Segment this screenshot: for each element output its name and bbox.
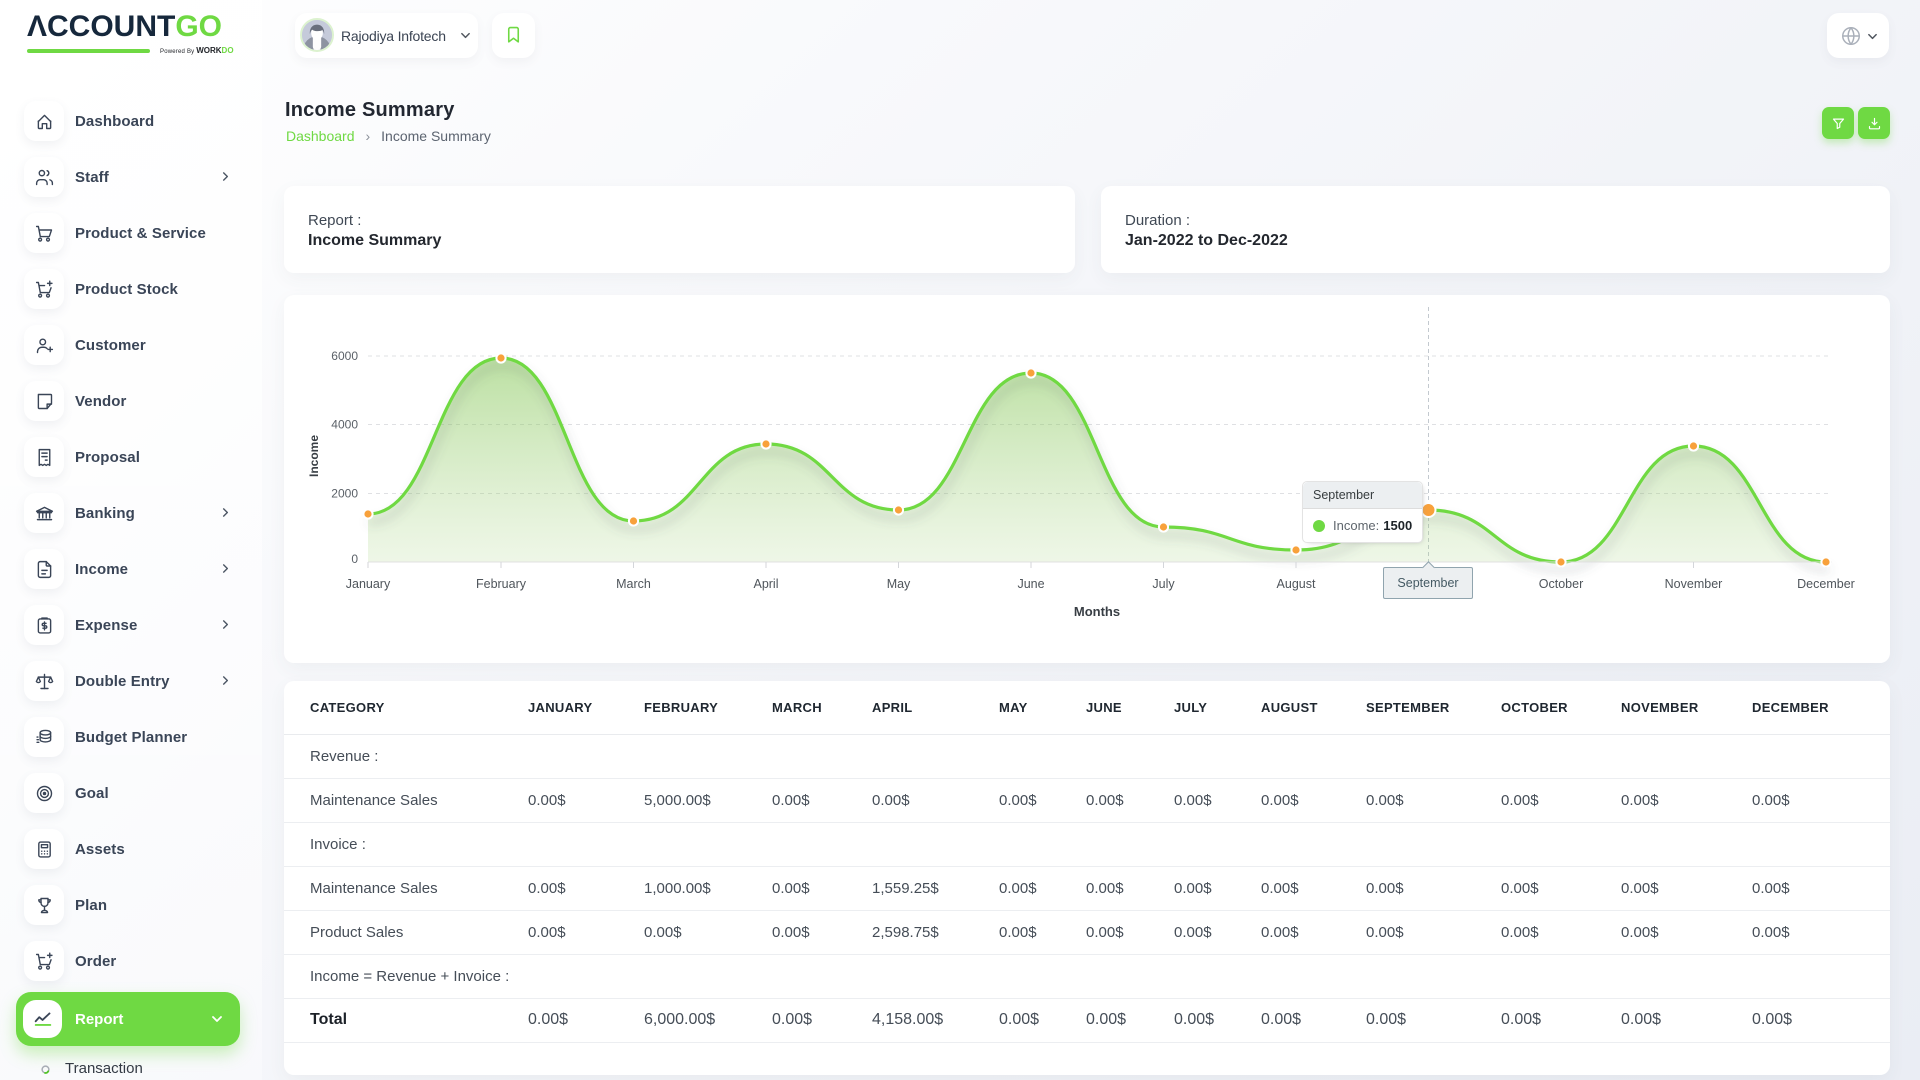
svg-text:4000: 4000 [331, 418, 358, 432]
svg-text:December: December [1797, 577, 1855, 591]
svg-text:May: May [887, 577, 911, 591]
svg-text:July: July [1152, 577, 1175, 591]
svg-text:June: June [1017, 577, 1044, 591]
svg-text:6000: 6000 [331, 349, 358, 363]
svg-text:April: April [753, 577, 778, 591]
svg-text:February: February [476, 577, 527, 591]
svg-text:November: November [1665, 577, 1723, 591]
svg-text:August: August [1277, 577, 1316, 591]
svg-text:January: January [346, 577, 391, 591]
svg-text:October: October [1539, 577, 1583, 591]
svg-text:March: March [616, 577, 651, 591]
svg-text:Income: Income [307, 435, 321, 477]
svg-text:2000: 2000 [331, 487, 358, 501]
svg-text:Months: Months [1074, 604, 1120, 619]
svg-text:0: 0 [351, 552, 358, 566]
